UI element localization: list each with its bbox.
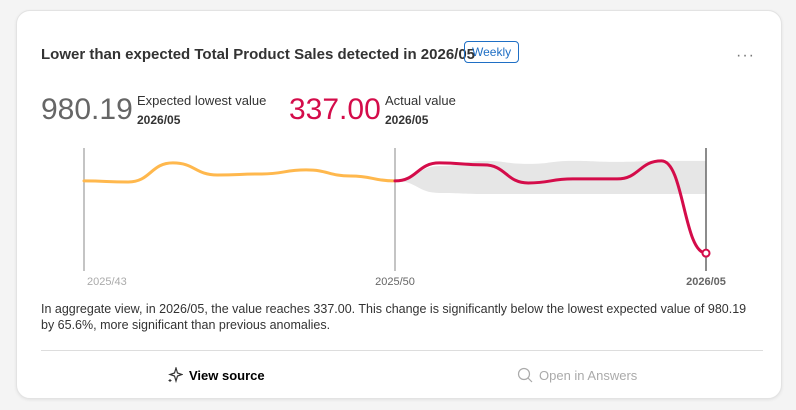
- x-tick-label: 2025/43: [87, 276, 127, 288]
- anomaly-description: In aggregate view, in 2026/05, the value…: [41, 302, 747, 332]
- current-line: [393, 159, 708, 255]
- actual-label: Actual value: [385, 93, 456, 108]
- ellipsis-icon[interactable]: ···: [736, 47, 755, 64]
- expected-label: Expected lowest value: [137, 93, 267, 108]
- divider: [41, 350, 763, 351]
- view-source-button[interactable]: View source: [167, 367, 265, 383]
- open-in-answers-label: Open in Answers: [539, 367, 638, 383]
- expected-period: 2026/05: [137, 113, 181, 127]
- anomaly-chart: 2025/43 2025/50 2026/05: [82, 148, 726, 288]
- actual-period: 2026/05: [385, 113, 429, 127]
- search-sparkle-icon: [517, 367, 533, 383]
- history-line: [82, 161, 397, 184]
- open-in-answers-button[interactable]: Open in Answers: [517, 367, 637, 383]
- x-tick-label: 2025/50: [375, 276, 415, 288]
- expected-value: 980.19: [41, 93, 133, 126]
- card-title: Lower than expected Total Product Sales …: [41, 46, 476, 63]
- frequency-badge: Weekly: [464, 41, 520, 63]
- sparkle-icon: [168, 367, 183, 383]
- actual-value: 337.00: [289, 93, 381, 126]
- view-source-label: View source: [189, 367, 265, 383]
- expected-range-band: [395, 160, 706, 194]
- anomaly-card: Lower than expected Total Product Sales …: [16, 10, 782, 399]
- x-tick-label: 2026/05: [686, 276, 726, 288]
- anomaly-point: [701, 248, 711, 258]
